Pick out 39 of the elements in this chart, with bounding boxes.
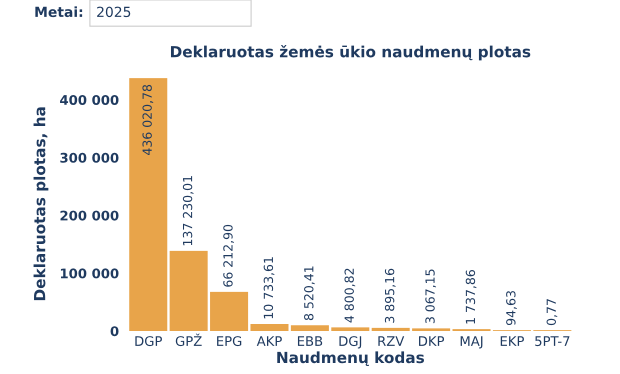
data-label: 1 737,86 <box>466 270 476 324</box>
bar <box>210 292 248 331</box>
y-axis-title: Deklaruotas plotas, ha <box>34 107 48 300</box>
bar <box>331 327 370 331</box>
text: Metai: <box>35 6 82 18</box>
x-tick-label: RZV <box>378 336 404 346</box>
data-label: 0,77 <box>546 299 558 326</box>
y-tick-label: 400 000 <box>60 95 119 105</box>
y-tick-label: 0 <box>110 326 119 336</box>
x-tick-label: 5PT-7 <box>535 336 570 346</box>
x-tick-label: DKP <box>419 336 444 346</box>
x-tick-label: EBB <box>298 336 322 346</box>
x-axis-title: Naudmenų kodas <box>277 351 424 366</box>
x-tick-label: EKP <box>500 336 524 346</box>
y-tick-label: 100 000 <box>60 268 119 278</box>
y-tick-label: 300 000 <box>60 152 119 163</box>
x-tick-label: GPŽ <box>176 334 202 346</box>
x-tick-label: MAJ <box>460 336 482 349</box>
data-label: 436 020,78 <box>142 84 154 156</box>
data-label: 94,63 <box>506 291 517 326</box>
bar <box>290 325 329 331</box>
y-tick-label: 200 000 <box>60 210 119 221</box>
data-label: 10 733,61 <box>264 257 274 318</box>
bar <box>250 324 288 331</box>
data-label: 8 520,41 <box>304 266 315 320</box>
data-label: 4 800,82 <box>344 268 356 323</box>
data-label: 66 212,90 <box>223 224 234 287</box>
bar <box>170 250 208 331</box>
x-tick-label: DGP <box>135 336 162 346</box>
bar <box>372 328 410 331</box>
text: 2025 <box>97 6 130 18</box>
bar <box>129 78 168 331</box>
data-label: 137 230,01 <box>182 176 194 246</box>
chart-title: Deklaruotas žemės ūkio naudmenų plotas <box>170 45 530 60</box>
x-tick-label: AKP <box>256 336 282 346</box>
x-tick-label: EPG <box>217 336 242 346</box>
x-tick-label: DGJ <box>339 336 362 349</box>
data-label: 3 895,16 <box>384 268 396 323</box>
data-label: 3 067,15 <box>425 270 436 324</box>
